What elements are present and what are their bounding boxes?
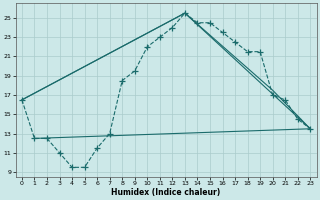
X-axis label: Humidex (Indice chaleur): Humidex (Indice chaleur): [111, 188, 221, 197]
